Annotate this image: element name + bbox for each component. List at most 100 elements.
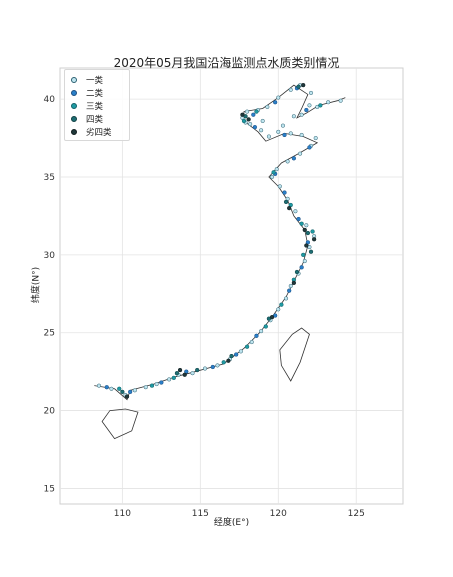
legend-swatch-icon <box>71 103 77 109</box>
data-point <box>265 104 270 109</box>
data-point <box>271 170 276 175</box>
legend-entry: 三类 <box>71 100 103 112</box>
data-point <box>259 128 264 133</box>
data-point <box>296 84 301 89</box>
data-point <box>311 237 317 242</box>
data-point <box>252 125 258 130</box>
data-point <box>221 360 226 365</box>
legend-swatch-icon <box>71 116 77 122</box>
data-point <box>288 131 293 136</box>
legend-swatch-icon <box>71 129 77 135</box>
data-point <box>174 371 180 376</box>
data-point <box>249 340 254 345</box>
data-point <box>128 389 133 395</box>
data-point <box>302 259 307 264</box>
legend-label: 劣四类 <box>86 128 112 138</box>
legend-label: 二类 <box>86 89 104 99</box>
data-point <box>284 296 289 301</box>
data-point <box>296 216 301 222</box>
data-point <box>299 221 304 226</box>
legend-label: 一类 <box>86 76 104 86</box>
x-tick-label: 125 <box>348 509 365 519</box>
data-point <box>234 352 239 357</box>
data-point <box>285 159 290 164</box>
data-point <box>287 288 292 293</box>
data-point <box>269 174 275 180</box>
data-point <box>96 383 102 388</box>
data-point <box>177 367 183 373</box>
data-point <box>263 324 268 329</box>
data-point <box>294 269 300 275</box>
data-point <box>195 367 200 373</box>
data-point <box>308 90 314 95</box>
data-point <box>274 167 279 172</box>
data-point <box>338 98 343 103</box>
y-tick-label: 25 <box>44 329 55 339</box>
legend-entry: 劣四类 <box>71 126 112 138</box>
data-point <box>279 302 284 307</box>
data-point <box>298 151 303 156</box>
data-point <box>254 109 259 114</box>
data-point <box>301 252 306 258</box>
data-point <box>260 118 265 123</box>
data-point <box>245 109 250 114</box>
data-point <box>240 112 245 117</box>
data-point <box>171 375 176 381</box>
data-point <box>259 329 264 334</box>
taiwan-island-outline <box>279 327 310 382</box>
y-tick-label: 40 <box>44 95 56 105</box>
hainan-island-outline <box>101 408 139 440</box>
data-point <box>282 190 287 195</box>
data-point <box>276 129 281 134</box>
data-point <box>246 117 251 122</box>
data-point <box>277 184 282 189</box>
data-point <box>308 249 314 254</box>
legend-label: 四类 <box>86 115 104 125</box>
data-point <box>149 383 155 388</box>
data-point <box>288 283 293 289</box>
coastline-path <box>94 84 346 401</box>
data-point <box>132 388 137 393</box>
data-point <box>202 366 208 371</box>
legend-swatch-icon <box>71 90 77 96</box>
legend-swatch-icon <box>71 77 77 83</box>
legend-entry: 四类 <box>71 113 103 125</box>
data-point <box>307 103 312 108</box>
x-tick-label: 120 <box>270 509 287 519</box>
data-point <box>302 227 307 233</box>
y-axis-label: 纬度(N°) <box>31 266 42 304</box>
x-tick-label: 110 <box>114 509 131 519</box>
data-point <box>254 333 259 338</box>
data-point <box>143 385 148 390</box>
data-point <box>229 353 234 359</box>
data-point <box>276 307 281 312</box>
data-point <box>299 265 304 270</box>
x-axis-label: 经度(E°) <box>213 518 250 528</box>
data-point <box>182 372 187 377</box>
y-tick-label: 20 <box>44 407 56 417</box>
data-point <box>283 199 289 205</box>
data-point <box>190 371 195 376</box>
data-point <box>299 132 304 138</box>
data-point <box>282 132 287 138</box>
data-point <box>269 314 275 320</box>
data-point <box>287 205 292 211</box>
data-point <box>238 349 243 354</box>
data-point <box>241 118 247 124</box>
y-tick-label: 15 <box>44 484 55 494</box>
data-point <box>280 123 286 128</box>
data-point <box>215 363 220 368</box>
x-tick-label: 115 <box>192 509 209 519</box>
data-point <box>291 156 297 161</box>
data-point <box>117 386 122 391</box>
data-point <box>159 380 164 385</box>
data-point <box>210 364 215 370</box>
data-point <box>326 100 331 105</box>
y-tick-label: 30 <box>44 251 56 261</box>
data-point <box>318 103 323 108</box>
data-point <box>244 344 250 349</box>
data-point <box>251 112 256 117</box>
data-point <box>104 385 109 390</box>
data-point <box>291 280 297 286</box>
data-point <box>304 243 309 248</box>
